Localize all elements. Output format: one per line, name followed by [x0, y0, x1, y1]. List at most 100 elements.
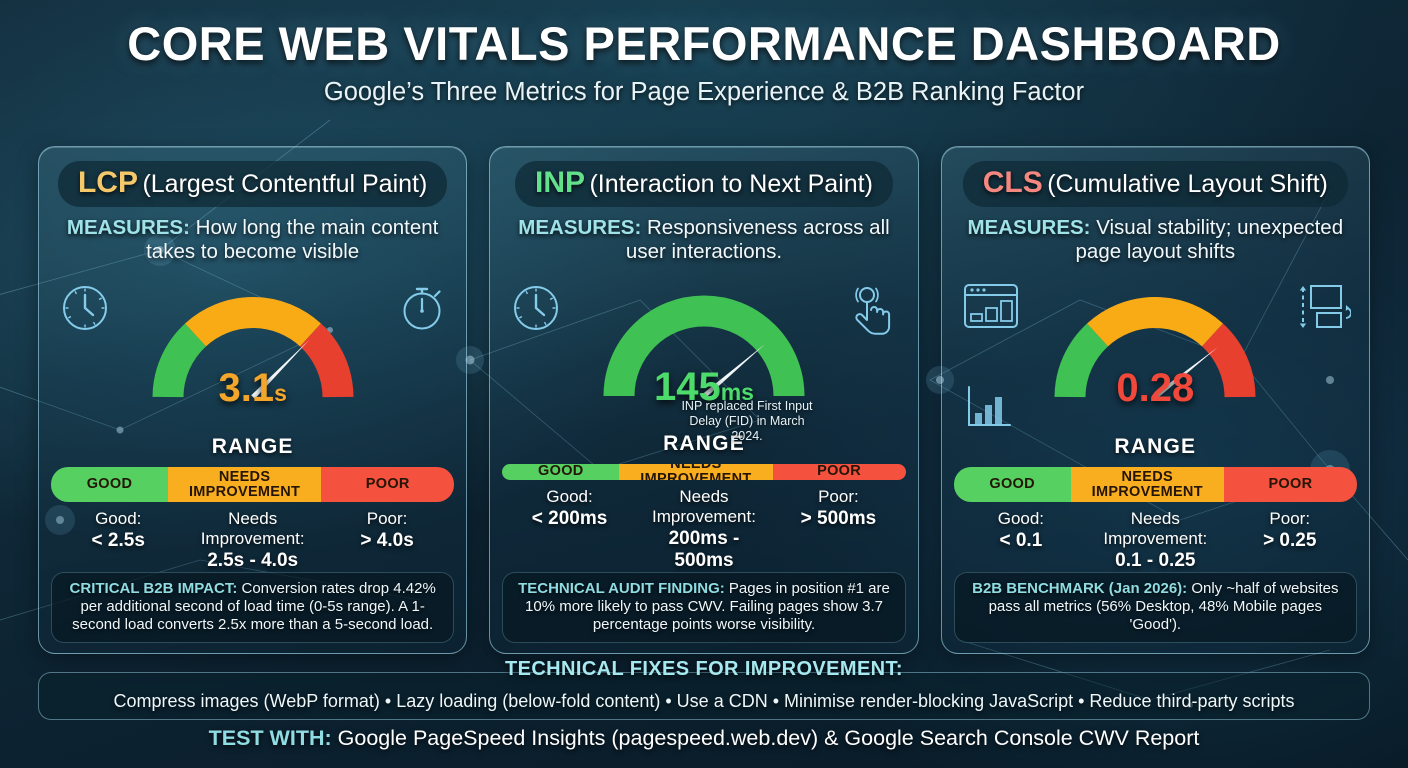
metric-panel-lcp[interactable]: LCP (Largest Contentful Paint) MEASURES:… — [38, 146, 468, 654]
threshold-caption: Poor: — [1269, 509, 1311, 528]
layout-shift-icon — [1295, 282, 1352, 339]
threshold-value: 0.1 - 0.25 — [1115, 550, 1196, 571]
footnote-inp: TECHNICAL AUDIT FINDING: Pages in positi… — [502, 572, 906, 643]
metric-panels: LCP (Largest Contentful Paint) MEASURES:… — [38, 146, 1370, 654]
threshold-value: < 0.1 — [999, 530, 1043, 551]
footnote-body: Conversion rates drop 4.42% per addition… — [72, 580, 436, 633]
footnote-body: Only ~half of websites pass all metrics … — [988, 580, 1339, 633]
gauge-inp: 145ms INP replaced First Input Delay (FI… — [588, 274, 820, 443]
gauge-unit: s — [274, 380, 287, 407]
gauge-needle-lcp — [250, 340, 309, 400]
metric-panel-cls[interactable]: CLS (Cumulative Layout Shift) MEASURES: … — [940, 146, 1370, 654]
metric-title-cls: CLS (Cumulative Layout Shift) — [962, 161, 1348, 207]
threshold-needs-improvement: Needs Improvement: 200ms - 500ms — [637, 487, 771, 572]
metric-abbr: CLS — [982, 166, 1043, 199]
page-title: CORE WEB VITALS PERFORMANCE DASHBOARD — [127, 17, 1281, 70]
footnote-body: Pages in position #1 are 10% more likely… — [525, 580, 890, 633]
range-segment-poor: POOR — [1223, 467, 1357, 502]
range-title-inp: RANGE — [663, 431, 745, 455]
range-segment-good: GOOD — [953, 467, 1071, 502]
threshold-poor: Poor: > 500ms — [771, 487, 905, 572]
metric-abbr: LCP — [77, 166, 138, 199]
page-subtitle: Google’s Three Metrics for Page Experien… — [323, 78, 1085, 106]
footnote-label: CRITICAL B2B IMPACT: — [69, 580, 238, 597]
gauge-row-inp: 145ms INP replaced First Input Delay (FI… — [502, 274, 905, 443]
threshold-value: < 2.5s — [91, 530, 145, 551]
threshold-needs-improvement: Needs Improvement: 0.1 - 0.25 — [1088, 509, 1222, 572]
measures-body: Visual stability; unexpected page layout… — [1075, 216, 1344, 263]
metric-title-inp: INP (Interaction to Next Paint) — [515, 161, 893, 207]
range-title-lcp: RANGE — [211, 435, 294, 459]
range-segment-good: GOOD — [502, 463, 620, 480]
gauge-row-cls: 0.28 — [954, 274, 1357, 427]
gauge-number: 145 — [653, 364, 721, 409]
threshold-caption: Good: — [997, 509, 1045, 528]
gauge-lcp: 3.1s — [137, 275, 369, 417]
footnote-lcp: CRITICAL B2B IMPACT: Conversion rates dr… — [51, 572, 455, 643]
metric-fullname: (Cumulative Layout Shift) — [1047, 170, 1328, 198]
threshold-poor: Poor: > 4.0s — [320, 509, 454, 572]
measures-text-lcp: MEASURES: How long the main content take… — [63, 216, 443, 264]
threshold-value: > 500ms — [800, 508, 877, 529]
measures-text-inp: MEASURES: Responsiveness across all user… — [514, 216, 894, 264]
gauge-number: 0.28 — [1116, 366, 1195, 411]
range-bar-cls: GOOD NEEDS IMPROVEMENT POOR — [953, 467, 1357, 502]
range-bar-inp: GOOD NEEDS IMPROVEMENT POOR — [502, 463, 906, 480]
measures-body: How long the main content takes to becom… — [146, 216, 439, 263]
gauge-value-lcp: 3.1s — [137, 366, 369, 411]
threshold-caption: Good: — [95, 509, 142, 528]
range-segment-needs-improvement: NEEDS IMPROVEMENT — [1070, 467, 1224, 502]
range-labels-inp: Good: < 200ms Needs Improvement: 200ms -… — [502, 487, 905, 572]
metric-title-lcp: LCP (Largest Contentful Paint) — [57, 161, 448, 207]
measures-label: MEASURES: — [967, 216, 1091, 239]
measures-label: MEASURES: — [66, 216, 190, 239]
test-with-text: Google PageSpeed Insights (pagespeed.web… — [337, 726, 1200, 750]
test-with-line: TEST WITH: Google PageSpeed Insights (pa… — [0, 726, 1408, 751]
threshold-poor: Poor: > 0.25 — [1223, 509, 1357, 572]
bar-chart-icon — [964, 384, 1014, 435]
threshold-value: 200ms - 500ms — [668, 528, 740, 571]
measures-label: MEASURES: — [518, 216, 642, 239]
range-labels-cls: Good: < 0.1 Needs Improvement: 0.1 - 0.2… — [954, 509, 1357, 572]
threshold-caption: Good: — [546, 487, 593, 506]
browser-window-icon — [962, 282, 1020, 335]
stopwatch-icon — [396, 282, 448, 339]
metric-abbr: INP — [535, 166, 586, 199]
technical-fixes-text: Compress images (WebP format) • Lazy loa… — [113, 691, 1295, 711]
technical-fixes-box: Compress images (WebP format) • Lazy loa… — [38, 672, 1370, 720]
footnote-cls: B2B BENCHMARK (Jan 2026): Only ~half of … — [953, 572, 1357, 643]
range-segment-needs-improvement: NEEDS IMPROVEMENT — [619, 463, 773, 480]
tap-gesture-icon — [846, 282, 900, 343]
metric-panel-inp[interactable]: INP (Interaction to Next Paint) MEASURES… — [489, 146, 919, 654]
measures-body: Responsiveness across all user interacti… — [625, 216, 890, 263]
fid-replacement-note: INP replaced First Input Delay (FID) in … — [681, 399, 813, 443]
gauge-cls: 0.28 — [1039, 275, 1271, 417]
threshold-good: Good: < 200ms — [502, 487, 636, 572]
metric-fullname: (Interaction to Next Paint) — [589, 170, 873, 198]
gauge-row-lcp: 3.1s — [51, 274, 454, 420]
gauge-value-cls: 0.28 — [1039, 366, 1271, 411]
threshold-caption: Needs Improvement: — [652, 487, 756, 526]
clock-icon — [510, 282, 562, 339]
footnote-label: TECHNICAL AUDIT FINDING: — [518, 580, 725, 597]
measures-text-cls: MEASURES: Visual stability; unexpected p… — [965, 216, 1345, 264]
gauge-unit: ms — [720, 378, 754, 405]
threshold-value: > 0.25 — [1263, 530, 1317, 551]
threshold-value: 2.5s - 4.0s — [207, 550, 299, 571]
threshold-value: < 200ms — [531, 508, 608, 529]
dashboard-header: CORE WEB VITALS PERFORMANCE DASHBOARD Go… — [0, 16, 1408, 107]
clock-icon — [59, 282, 111, 339]
range-title-cls: RANGE — [1114, 435, 1197, 459]
range-segment-poor: POOR — [772, 463, 906, 480]
threshold-caption: Poor: — [366, 509, 408, 528]
gauge-needle-cls — [1153, 347, 1218, 400]
technical-fixes-title: TECHNICAL FIXES FOR IMPROVEMENT: — [504, 658, 903, 680]
metric-fullname: (Largest Contentful Paint) — [142, 170, 428, 198]
threshold-caption: Needs Improvement: — [200, 509, 305, 548]
test-with-label: TEST WITH: — [208, 726, 332, 750]
threshold-caption: Poor: — [818, 487, 859, 506]
gauge-number: 3.1 — [218, 366, 275, 411]
range-segment-poor: POOR — [321, 467, 455, 502]
footnote-label: B2B BENCHMARK (Jan 2026): — [972, 580, 1188, 597]
range-segment-needs-improvement: NEEDS IMPROVEMENT — [167, 467, 322, 502]
